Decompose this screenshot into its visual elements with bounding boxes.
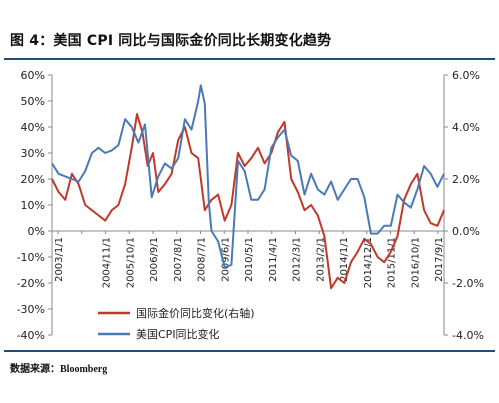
bottom-rule xyxy=(4,350,495,352)
source-note: 数据来源：Bloomberg xyxy=(10,364,108,375)
gold-yoy-line xyxy=(51,113,445,290)
right-tick-label: -4.0% xyxy=(452,329,484,342)
x-tick-label: 2016/10/1 xyxy=(410,237,421,288)
x-tick-label: 2017/9/1 xyxy=(434,237,445,282)
left-tick-label: 10% xyxy=(21,199,45,212)
left-tick-label: 0% xyxy=(28,225,45,238)
left-tick-label: -20% xyxy=(17,277,45,290)
x-tick-label: 2012/3/1 xyxy=(292,237,303,282)
x-tick-label: 2009/6/1 xyxy=(220,237,231,282)
left-tick-label: 50% xyxy=(21,95,45,108)
right-tick-label: 4.0% xyxy=(452,121,480,134)
chart-canvas: 60% 50% 40% 30% 20% 10% 0% -10% -20% -30% -40% 6.0%… xyxy=(17,69,484,342)
x-tick-label: 2013/2/1 xyxy=(315,237,326,282)
x-tick-label: 2014/1/1 xyxy=(339,237,350,282)
legend-cpi-label: 美国CPI同比变化 xyxy=(136,327,220,341)
x-tick-label: 2004/11/1 xyxy=(102,237,113,288)
x-tick-label: 2010/5/1 xyxy=(244,237,255,282)
legend-box xyxy=(92,302,282,342)
x-tick-label: 2014/12/1 xyxy=(363,237,374,288)
legend-gold-label: 国际金价同比变化(右轴) xyxy=(136,306,255,320)
left-tick-label: 30% xyxy=(21,147,45,160)
cpi-yoy-line xyxy=(51,84,445,269)
figure-header: 图 4：美国 CPI 同比与国际金价同比长期变化趋势 xyxy=(0,0,499,58)
x-tick-label: 2007/8/1 xyxy=(173,237,184,282)
top-rule xyxy=(4,58,495,60)
left-tick-label: 40% xyxy=(21,121,45,134)
left-tick-label: 20% xyxy=(21,173,45,186)
right-tick-label: 6.0% xyxy=(452,69,480,82)
x-tick-label: 2011/4/1 xyxy=(268,237,279,282)
x-tick-label: 2003/1/1 xyxy=(54,237,65,282)
x-tick-label: 2006/9/1 xyxy=(149,237,160,282)
figure-title: 图 4：美国 CPI 同比与国际金价同比长期变化趋势 xyxy=(10,33,332,49)
x-tick-label: 2005/10/1 xyxy=(125,237,136,288)
left-tick-label: 60% xyxy=(21,69,45,82)
right-tick-label: 0.0% xyxy=(452,225,480,238)
x-tick-label: 2008/7/1 xyxy=(197,237,208,282)
right-tick-label: 2.0% xyxy=(452,173,480,186)
left-tick-label: -40% xyxy=(17,329,45,342)
x-tick-label: 2015/11/1 xyxy=(387,237,398,288)
left-tick-label: -10% xyxy=(17,251,45,264)
right-tick-label: -2.0% xyxy=(452,277,484,290)
left-tick-label: -30% xyxy=(17,303,45,316)
